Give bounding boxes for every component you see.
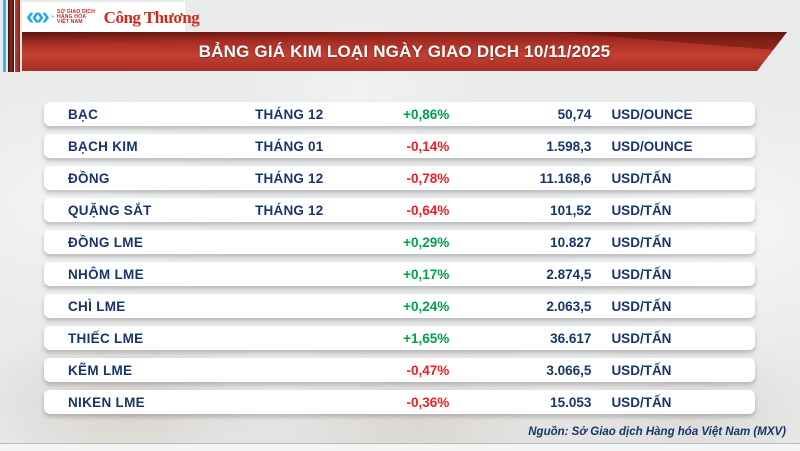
bottom-edge — [0, 443, 800, 451]
mxv-org-line: VIỆT NAM — [56, 20, 83, 26]
price-unit: USD/TẤN — [611, 362, 672, 378]
price-value: 3.066,5 — [546, 362, 592, 378]
contract-month: THÁNG 01 — [255, 138, 324, 154]
metal-name: QUẶNG SẮT — [68, 202, 152, 218]
table-row: ĐỒNG LME +0,29% 10.827 USD/TẤN — [44, 230, 755, 254]
price-unit: USD/OUNCE — [611, 138, 693, 154]
table-row: ĐỒNG THÁNG 12 -0,78% 11.168,6 USD/TẤN — [44, 166, 755, 190]
table-row: BẠC THÁNG 12 +0,86% 50,74 USD/OUNCE — [44, 102, 755, 126]
price-unit: USD/TẤN — [611, 330, 672, 346]
metal-name: NIKEN LME — [68, 394, 145, 410]
table-row: QUẶNG SẮT THÁNG 12 -0,64% 101,52 USD/TẤN — [44, 198, 755, 222]
price-unit: USD/TẤN — [611, 266, 672, 282]
price-value: 101,52 — [550, 202, 592, 218]
change-cell: -0,64% — [406, 202, 450, 218]
trademark-mark: ™ — [49, 14, 55, 21]
table-row: BẠCH KIM THÁNG 01 -0,14% 1.598,3 USD/OUN… — [44, 134, 755, 158]
price-value: 10.827 — [550, 234, 592, 250]
metal-name: THIẾC LME — [68, 330, 144, 346]
change-cell: +0,29% — [403, 234, 450, 250]
table-row: NHÔM LME +0,17% 2.874,5 USD/TẤN — [44, 262, 755, 286]
title-banner: BẢNG GIÁ KIM LOẠI NGÀY GIAO DỊCH 10/11/2… — [22, 32, 787, 71]
contract-month: THÁNG 12 — [255, 170, 324, 186]
contract-month: THÁNG 12 — [255, 106, 324, 122]
mxv-org-line: HÀNG HÓA — [56, 14, 86, 20]
change-cell: +0,86% — [403, 106, 450, 122]
price-unit: USD/TẤN — [611, 234, 672, 250]
table-row: CHÌ LME +0,24% 2.063,5 USD/TẤN — [44, 294, 755, 318]
change-cell: +0,24% — [403, 298, 450, 314]
price-table: BẠC THÁNG 12 +0,86% 50,74 USD/OUNCE BẠCH… — [44, 102, 755, 422]
table-row: KẼM LME -0,47% 3.066,5 USD/TẤN — [44, 358, 755, 382]
metal-name: ĐỒNG LME — [68, 234, 144, 250]
metal-name: BẠCH KIM — [68, 138, 138, 154]
metal-name: ĐỒNG — [68, 170, 110, 186]
mxv-org-line: SỞ GIAO DỊCH — [56, 9, 95, 15]
metal-name: CHÌ LME — [68, 298, 126, 314]
price-unit: USD/TẤN — [611, 394, 672, 410]
price-value: 50,74 — [557, 106, 592, 122]
change-cell: -0,14% — [406, 138, 450, 154]
table-row: NIKEN LME -0,36% 15.053 USD/TẤN — [44, 390, 755, 414]
logo-box: «» ™ SỞ GIAO DỊCH HÀNG HÓA VIỆT NAM Công… — [22, 1, 200, 33]
price-value: 2.874,5 — [546, 266, 592, 282]
price-value: 36.617 — [550, 330, 592, 346]
accent-stripe-maroon — [8, 0, 14, 72]
contract-month: THÁNG 12 — [255, 202, 324, 218]
page-title: BẢNG GIÁ KIM LOẠI NGÀY GIAO DỊCH 10/11/2… — [198, 41, 611, 61]
congthuong-logo: Công Thương — [103, 7, 200, 27]
metal-name: NHÔM LME — [68, 266, 144, 282]
change-cell: -0,36% — [406, 394, 450, 410]
metal-name: KẼM LME — [68, 362, 133, 378]
source-attribution: Nguồn: Sở Giao dịch Hàng hóa Việt Nam (M… — [528, 426, 786, 438]
price-value: 15.053 — [550, 394, 592, 410]
price-value: 1.598,3 — [546, 138, 592, 154]
metal-name: BẠC — [68, 106, 99, 122]
mxv-chevron-icon: «» — [26, 1, 50, 30]
change-cell: -0,78% — [406, 170, 450, 186]
change-cell: +0,17% — [403, 266, 450, 282]
change-cell: -0,47% — [406, 362, 450, 378]
mxv-org-name: SỞ GIAO DỊCH HÀNG HÓA VIỆT NAM — [57, 10, 95, 26]
accent-stripe-red — [15, 0, 20, 72]
price-unit: USD/TẤN — [611, 202, 672, 218]
price-unit: USD/OUNCE — [611, 106, 693, 122]
price-unit: USD/TẤN — [611, 170, 672, 186]
price-value: 2.063,5 — [546, 298, 592, 314]
price-unit: USD/TẤN — [611, 298, 672, 314]
price-value: 11.168,6 — [539, 170, 592, 186]
table-row: THIẾC LME +1,65% 36.617 USD/TẤN — [44, 326, 755, 350]
change-cell: +1,65% — [403, 330, 450, 346]
accent-stripe-cyan — [3, 0, 6, 72]
